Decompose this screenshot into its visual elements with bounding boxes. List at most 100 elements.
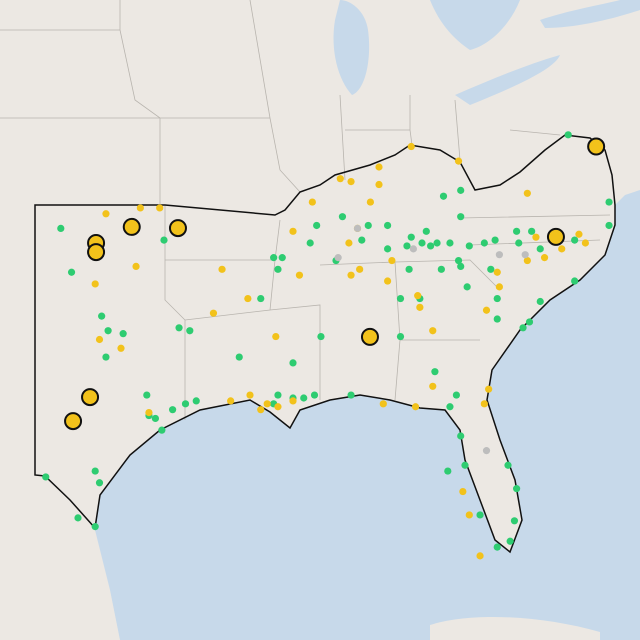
marker[interactable] — [396, 332, 405, 341]
marker[interactable] — [209, 309, 218, 317]
marker[interactable] — [536, 297, 544, 306]
marker[interactable] — [375, 180, 383, 189]
marker[interactable] — [409, 245, 417, 253]
marker[interactable] — [156, 204, 164, 212]
marker[interactable] — [513, 227, 521, 235]
marker[interactable] — [457, 432, 465, 440]
large-marker[interactable] — [360, 327, 379, 346]
marker[interactable] — [347, 391, 355, 399]
marker[interactable] — [495, 251, 503, 259]
marker[interactable] — [491, 236, 499, 244]
large-marker[interactable] — [64, 412, 83, 431]
marker[interactable] — [581, 239, 590, 247]
marker[interactable] — [274, 403, 282, 411]
marker[interactable] — [102, 353, 110, 361]
marker[interactable] — [270, 254, 278, 262]
marker[interactable] — [366, 198, 374, 206]
marker[interactable] — [119, 330, 127, 338]
marker[interactable] — [575, 230, 583, 238]
marker[interactable] — [98, 312, 106, 320]
marker[interactable] — [289, 397, 297, 405]
marker[interactable] — [227, 397, 235, 405]
marker[interactable] — [353, 224, 362, 232]
marker[interactable] — [274, 265, 282, 273]
marker[interactable] — [356, 265, 364, 273]
marker[interactable] — [347, 271, 355, 279]
marker[interactable] — [571, 277, 579, 285]
marker[interactable] — [510, 517, 519, 525]
marker[interactable] — [528, 227, 536, 235]
marker[interactable] — [429, 327, 437, 335]
marker[interactable] — [515, 239, 523, 247]
marker[interactable] — [487, 265, 495, 273]
marker[interactable] — [504, 461, 512, 469]
marker[interactable] — [407, 142, 415, 151]
marker[interactable] — [457, 213, 465, 221]
marker[interactable] — [416, 303, 424, 311]
marker[interactable] — [358, 236, 366, 244]
marker[interactable] — [457, 186, 465, 194]
marker[interactable] — [136, 204, 144, 212]
marker[interactable] — [422, 227, 430, 235]
marker[interactable] — [143, 391, 151, 399]
marker[interactable] — [117, 344, 125, 352]
marker[interactable] — [605, 221, 613, 230]
marker[interactable] — [439, 192, 448, 200]
marker[interactable] — [493, 294, 501, 303]
marker[interactable] — [244, 294, 252, 303]
marker[interactable] — [523, 256, 531, 265]
marker[interactable] — [345, 239, 353, 247]
marker[interactable] — [317, 332, 325, 341]
marker[interactable] — [521, 251, 529, 259]
marker[interactable] — [482, 447, 491, 455]
large-marker[interactable] — [122, 217, 141, 236]
marker[interactable] — [384, 221, 392, 230]
marker[interactable] — [95, 335, 104, 344]
marker[interactable] — [388, 256, 396, 265]
marker[interactable] — [158, 426, 166, 434]
marker[interactable] — [396, 294, 405, 303]
marker[interactable] — [151, 414, 159, 423]
marker[interactable] — [493, 315, 501, 323]
marker[interactable] — [519, 324, 527, 332]
marker[interactable] — [272, 332, 280, 341]
marker[interactable] — [336, 175, 344, 183]
marker[interactable] — [433, 239, 441, 247]
marker[interactable] — [175, 324, 183, 332]
marker[interactable] — [411, 403, 420, 411]
marker[interactable] — [95, 479, 104, 487]
marker[interactable] — [235, 353, 243, 361]
marker[interactable] — [536, 245, 544, 253]
marker[interactable] — [347, 178, 355, 186]
marker[interactable] — [403, 242, 411, 250]
marker[interactable] — [67, 268, 76, 276]
marker[interactable] — [476, 511, 484, 519]
large-marker[interactable] — [87, 243, 106, 262]
marker[interactable] — [57, 224, 65, 232]
marker[interactable] — [605, 198, 613, 206]
marker[interactable] — [482, 306, 491, 314]
marker[interactable] — [289, 227, 297, 235]
marker[interactable] — [218, 265, 226, 273]
marker[interactable] — [485, 385, 493, 393]
marker[interactable] — [257, 406, 265, 414]
marker[interactable] — [257, 294, 265, 303]
marker[interactable] — [181, 400, 190, 408]
marker[interactable] — [384, 245, 392, 253]
marker[interactable] — [42, 473, 50, 481]
marker[interactable] — [476, 552, 484, 560]
marker[interactable] — [571, 236, 579, 244]
marker[interactable] — [310, 391, 319, 399]
marker[interactable] — [564, 131, 572, 139]
marker[interactable] — [523, 189, 531, 197]
marker[interactable] — [246, 391, 254, 399]
marker[interactable] — [431, 368, 439, 376]
large-marker[interactable] — [587, 137, 606, 156]
large-marker[interactable] — [168, 219, 187, 238]
marker[interactable] — [145, 409, 153, 417]
marker[interactable] — [459, 487, 467, 496]
marker[interactable] — [513, 485, 521, 493]
marker[interactable] — [540, 254, 549, 262]
marker[interactable] — [384, 277, 392, 285]
marker[interactable] — [132, 262, 140, 271]
